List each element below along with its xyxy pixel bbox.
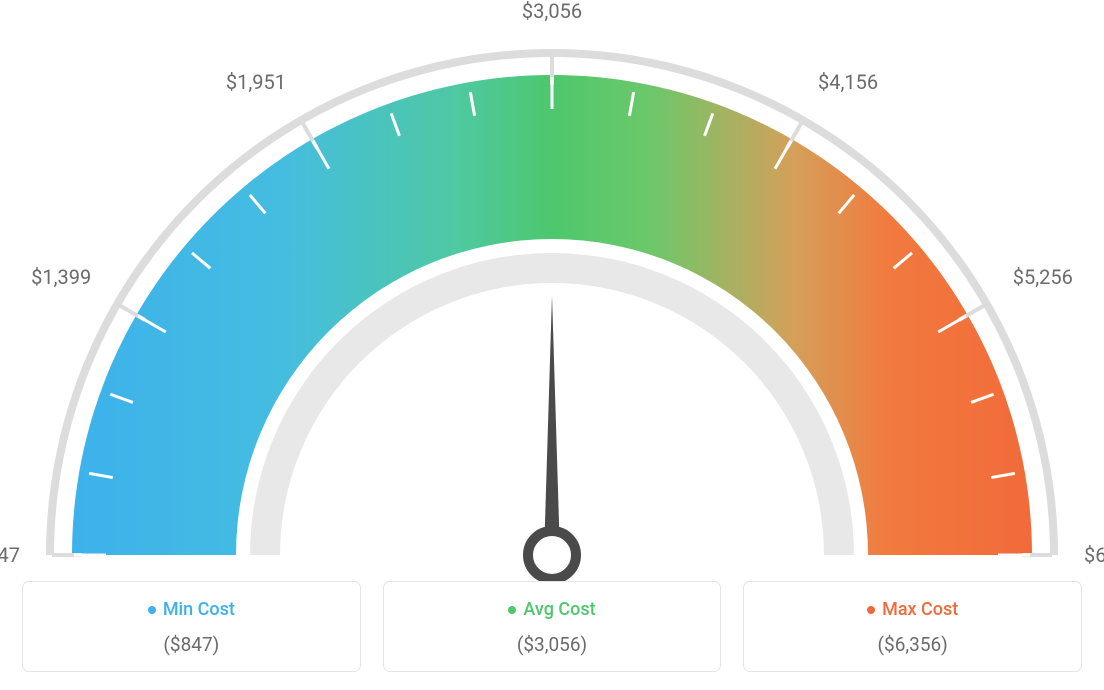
tick-label: $847	[0, 543, 20, 567]
tick-label: $4,156	[818, 70, 878, 94]
tick-label: $1,951	[226, 70, 286, 94]
legend-label: Min Cost	[163, 599, 235, 620]
dot-icon	[867, 606, 875, 614]
dot-icon	[148, 606, 156, 614]
tick-label: $3,056	[522, 0, 582, 23]
legend-label: Avg Cost	[523, 599, 595, 620]
legend-label: Max Cost	[882, 599, 958, 620]
legend-card-max: Max Cost ($6,356)	[743, 581, 1082, 673]
gauge-chart-container: $847 $1,399 $1,951 $3,056 $4,156 $5,256 $6,356…	[0, 0, 1104, 690]
legend-card-avg: Avg Cost ($3,056)	[383, 581, 722, 673]
legend-value: ($847)	[33, 633, 350, 656]
legend-value: ($3,056)	[394, 633, 711, 656]
legend-row: Min Cost ($847) Avg Cost ($3,056) Max Co…	[0, 581, 1104, 673]
dot-icon	[508, 606, 516, 614]
tick-label: $1,399	[31, 265, 91, 289]
tick-label: $5,256	[1013, 265, 1073, 289]
legend-value: ($6,356)	[754, 633, 1071, 656]
legend-card-min: Min Cost ($847)	[22, 581, 361, 673]
tick-label: $6,356	[1084, 543, 1104, 567]
